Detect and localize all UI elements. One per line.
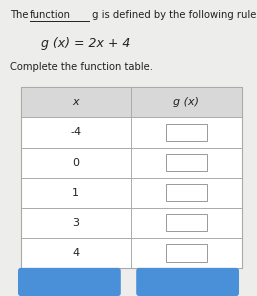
Text: 1: 1: [72, 188, 79, 198]
Text: The: The: [10, 10, 32, 20]
Bar: [166, 244, 207, 262]
Text: g (x): g (x): [173, 97, 199, 107]
Text: 0: 0: [72, 157, 79, 168]
Text: 3: 3: [72, 218, 79, 228]
Bar: [166, 124, 207, 141]
Bar: [21, 87, 242, 268]
FancyBboxPatch shape: [18, 268, 121, 296]
FancyBboxPatch shape: [136, 268, 239, 296]
Text: g (x) = 2x + 4: g (x) = 2x + 4: [41, 37, 131, 50]
Text: function: function: [30, 10, 71, 20]
Bar: [166, 214, 207, 231]
Bar: [21, 87, 242, 118]
Text: Complete the function table.: Complete the function table.: [10, 62, 153, 72]
Bar: [166, 184, 207, 201]
Bar: [166, 154, 207, 171]
Text: -4: -4: [70, 128, 81, 137]
Text: x: x: [72, 97, 79, 107]
Text: 4: 4: [72, 248, 79, 258]
Text: g is defined by the following rule.: g is defined by the following rule.: [89, 10, 257, 20]
